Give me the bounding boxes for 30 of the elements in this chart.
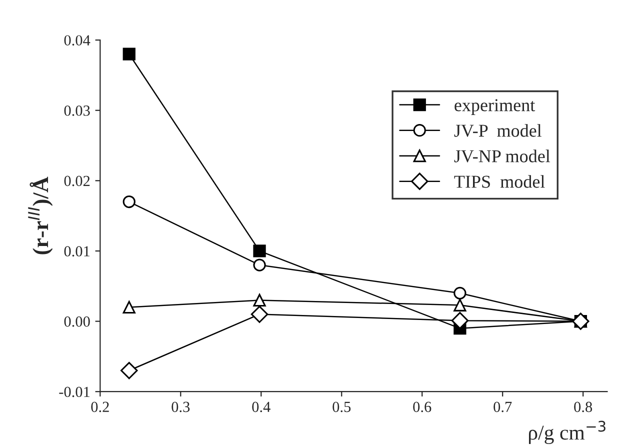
x-tick-label: 0.2 [91, 402, 109, 412]
y-axis-title: (r-r$^{III}$)/Å [28, 176, 53, 254]
y-tick-label: 0.00 [64, 316, 90, 327]
legend-label: JV-NP model [454, 150, 550, 162]
y-tick-label: 0.04 [64, 35, 90, 46]
y-tick-label: 0.01 [64, 246, 90, 256]
point [120, 362, 138, 380]
y-tick-label: 0.03 [64, 106, 90, 116]
point [253, 258, 266, 272]
x-tick-label: 0.3 [172, 402, 190, 412]
point [451, 312, 469, 330]
x-tick-label: 0.5 [332, 402, 351, 412]
legend-label: JV-P model [454, 124, 542, 137]
y-tick-label: -0.01 [59, 386, 90, 398]
point [454, 286, 466, 300]
point [253, 294, 266, 307]
legend-label: experiment [454, 99, 536, 115]
point [122, 48, 136, 60]
point [122, 195, 136, 208]
point [250, 306, 268, 323]
x-tick-label: 0.6 [413, 402, 432, 412]
x-tick-label: 0.7 [494, 402, 512, 412]
y-tick-label: 0.02 [64, 176, 90, 186]
legend-label: TIPS model [454, 175, 545, 188]
point [122, 300, 136, 314]
x-tick-label: 0.4 [252, 402, 270, 412]
x-axis-title: ρ/g cm$^{−3}$ [528, 420, 606, 444]
point [253, 244, 266, 258]
x-tick-label: 0.8 [574, 402, 592, 412]
point [454, 298, 466, 312]
